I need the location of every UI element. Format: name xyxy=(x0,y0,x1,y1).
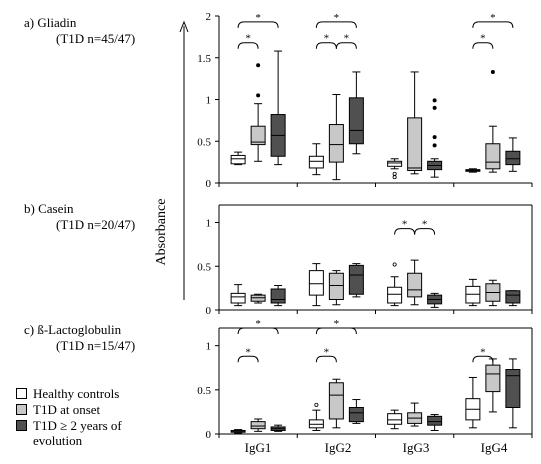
panel-0-significance-star-6: * xyxy=(490,12,496,24)
panel-2-significance-bracket-3 xyxy=(315,327,357,335)
panel-0-significance-star-5: * xyxy=(480,33,486,45)
legend-label-onset: T1D at onset xyxy=(33,402,101,417)
panel-1-significance-star-1: * xyxy=(422,219,428,231)
panel-1-significance-bracket-0 xyxy=(394,228,416,235)
panel-0-igg1-box-0 xyxy=(230,154,246,165)
panel-2-significance-bracket-1 xyxy=(237,327,279,335)
panel-2-significance-star-3: * xyxy=(334,318,340,330)
panel-0-igg1-box-1 xyxy=(250,125,266,146)
panel-2-significance-star-4: * xyxy=(480,346,486,358)
x-tick-label-igg1: IgG1 xyxy=(244,440,272,455)
x-tick-label-igg2: IgG2 xyxy=(324,440,352,455)
panel-1-igg3-box-0-outlier-0 xyxy=(392,262,397,267)
x-tick-label-igg3: IgG3 xyxy=(402,440,430,455)
panel-1-igg1-box-0 xyxy=(230,292,246,304)
panel-b-title: b) Casein xyxy=(24,201,74,216)
panel-2-y-tick-label-0: 0 xyxy=(206,429,212,441)
panel-0-igg3-box-2-outlier-3 xyxy=(432,98,437,103)
panel-1-significance-bracket-1 xyxy=(414,228,436,235)
panel-1-y-tick-label-2: 1 xyxy=(206,218,212,230)
panel-0-igg4-box-1-outlier-0 xyxy=(490,69,495,74)
panel-1-igg2-box-1 xyxy=(328,272,344,300)
panel-1-y-tick-label-1: 0.5 xyxy=(197,261,211,273)
panel-0-igg3-box-2-outlier-2 xyxy=(432,105,437,110)
panel-a-title: a) Gliadin xyxy=(24,15,77,30)
panel-2-significance-star-1: * xyxy=(255,318,261,330)
panel-2-igg2-box-0-outlier-0 xyxy=(314,402,319,407)
panel-0-y-tick-label-3: 1.5 xyxy=(197,53,211,65)
panel-0-igg1-box-1-outlier-1 xyxy=(256,63,261,68)
legend-label-evolution: T1D ≥ 2 years of xyxy=(33,418,122,433)
panel-0-igg2-box-2 xyxy=(348,97,364,145)
panel-2-significance-bracket-0 xyxy=(237,355,259,363)
panel-2-igg2-box-1 xyxy=(328,382,344,420)
panel-2-igg1-box-1 xyxy=(250,421,266,430)
panel-0-significance-star-1: * xyxy=(255,12,261,24)
panel-0-significance-bracket-0 xyxy=(237,42,259,49)
panel-0-igg3-box-0 xyxy=(387,160,403,167)
panel-0-igg3-box-2-outlier-1 xyxy=(432,135,437,140)
panel-0-significance-bracket-3 xyxy=(335,42,357,49)
panel-2-igg4-box-2 xyxy=(505,369,521,408)
panel-0-significance-bracket-4 xyxy=(315,21,357,28)
panel-2-igg3-box-2 xyxy=(427,415,443,426)
panel-1-igg2-box-2 xyxy=(348,264,364,295)
panel-0-igg4-box-2 xyxy=(505,150,521,166)
panel-2-y-tick-label-1: 0.5 xyxy=(197,385,211,397)
panel-2-igg4-box-1 xyxy=(485,364,501,393)
panel-0-significance-bracket-2 xyxy=(315,42,337,49)
panel-2-significance-bracket-4 xyxy=(472,355,494,363)
panel-a-subtitle: (T1D n=45/47) xyxy=(56,31,136,46)
panel-1-igg2-box-0 xyxy=(308,270,324,296)
panel-0-y-tick-label-1: 0.5 xyxy=(197,136,211,148)
panel-1-significance-star-0: * xyxy=(402,219,408,231)
panel-0-igg3-box-1 xyxy=(407,117,423,171)
panel-2-significance-bracket-2 xyxy=(315,355,337,363)
panel-1-y-tick-label-0: 0 xyxy=(206,305,212,317)
panel-0-igg1-box-1-outlier-0 xyxy=(256,93,261,98)
panel-1-igg4-box-2 xyxy=(505,290,521,304)
panel-0-y-tick-label-2: 1 xyxy=(206,95,212,107)
panel-c-title: c) ß-Lactoglobulin xyxy=(24,322,122,337)
y-axis-arrow-head xyxy=(179,20,189,33)
panel-0-significance-star-3: * xyxy=(344,33,350,45)
panel-0-igg4-box-1 xyxy=(485,143,501,170)
y-axis-label: Absorbance xyxy=(154,198,169,266)
panel-0-y-tick-label-4: 2 xyxy=(206,11,212,23)
panel-b-subtitle: (T1D n=20/47) xyxy=(56,217,136,232)
panel-2-igg2-box-2 xyxy=(348,407,364,423)
panel-2-significance-star-0: * xyxy=(245,346,251,358)
panel-0-significance-star-2: * xyxy=(324,33,330,45)
x-tick-label-igg4: IgG4 xyxy=(480,440,508,455)
panel-2-y-tick-label-2: 1 xyxy=(206,341,212,353)
panel-1-igg3-box-0 xyxy=(387,286,403,304)
legend-swatch-onset xyxy=(16,404,27,415)
panel-0-significance-star-4: * xyxy=(334,12,340,24)
panel-0-igg2-box-0 xyxy=(308,155,324,169)
legend-label-evolution-line2: evolution xyxy=(33,433,83,448)
panel-1-igg1-box-2 xyxy=(270,288,286,304)
panel-0-significance-bracket-5 xyxy=(472,42,494,49)
panel-0-igg3-box-0-outlier-0 xyxy=(392,175,397,180)
panel-0-igg3-box-0-outlier-1 xyxy=(392,171,397,176)
legend-swatch-healthy xyxy=(16,388,27,399)
panel-1-igg3-box-1 xyxy=(407,272,423,298)
panel-0-significance-bracket-6 xyxy=(472,21,514,28)
panel-0-igg2-box-1 xyxy=(328,124,344,163)
panel-c-subtitle: (T1D n=15/47) xyxy=(56,338,136,353)
panel-2-igg3-box-0 xyxy=(387,413,403,425)
panel-0-significance-bracket-1 xyxy=(237,21,279,28)
legend-label-healthy: Healthy controls xyxy=(33,386,120,401)
panel-0-y-tick-label-0: 0 xyxy=(206,178,212,190)
panel-2-significance-star-2: * xyxy=(324,346,330,358)
legend-swatch-evolution xyxy=(16,420,27,431)
panel-0-igg3-box-2-outlier-0 xyxy=(432,143,437,148)
panel-0-significance-star-0: * xyxy=(245,33,251,45)
